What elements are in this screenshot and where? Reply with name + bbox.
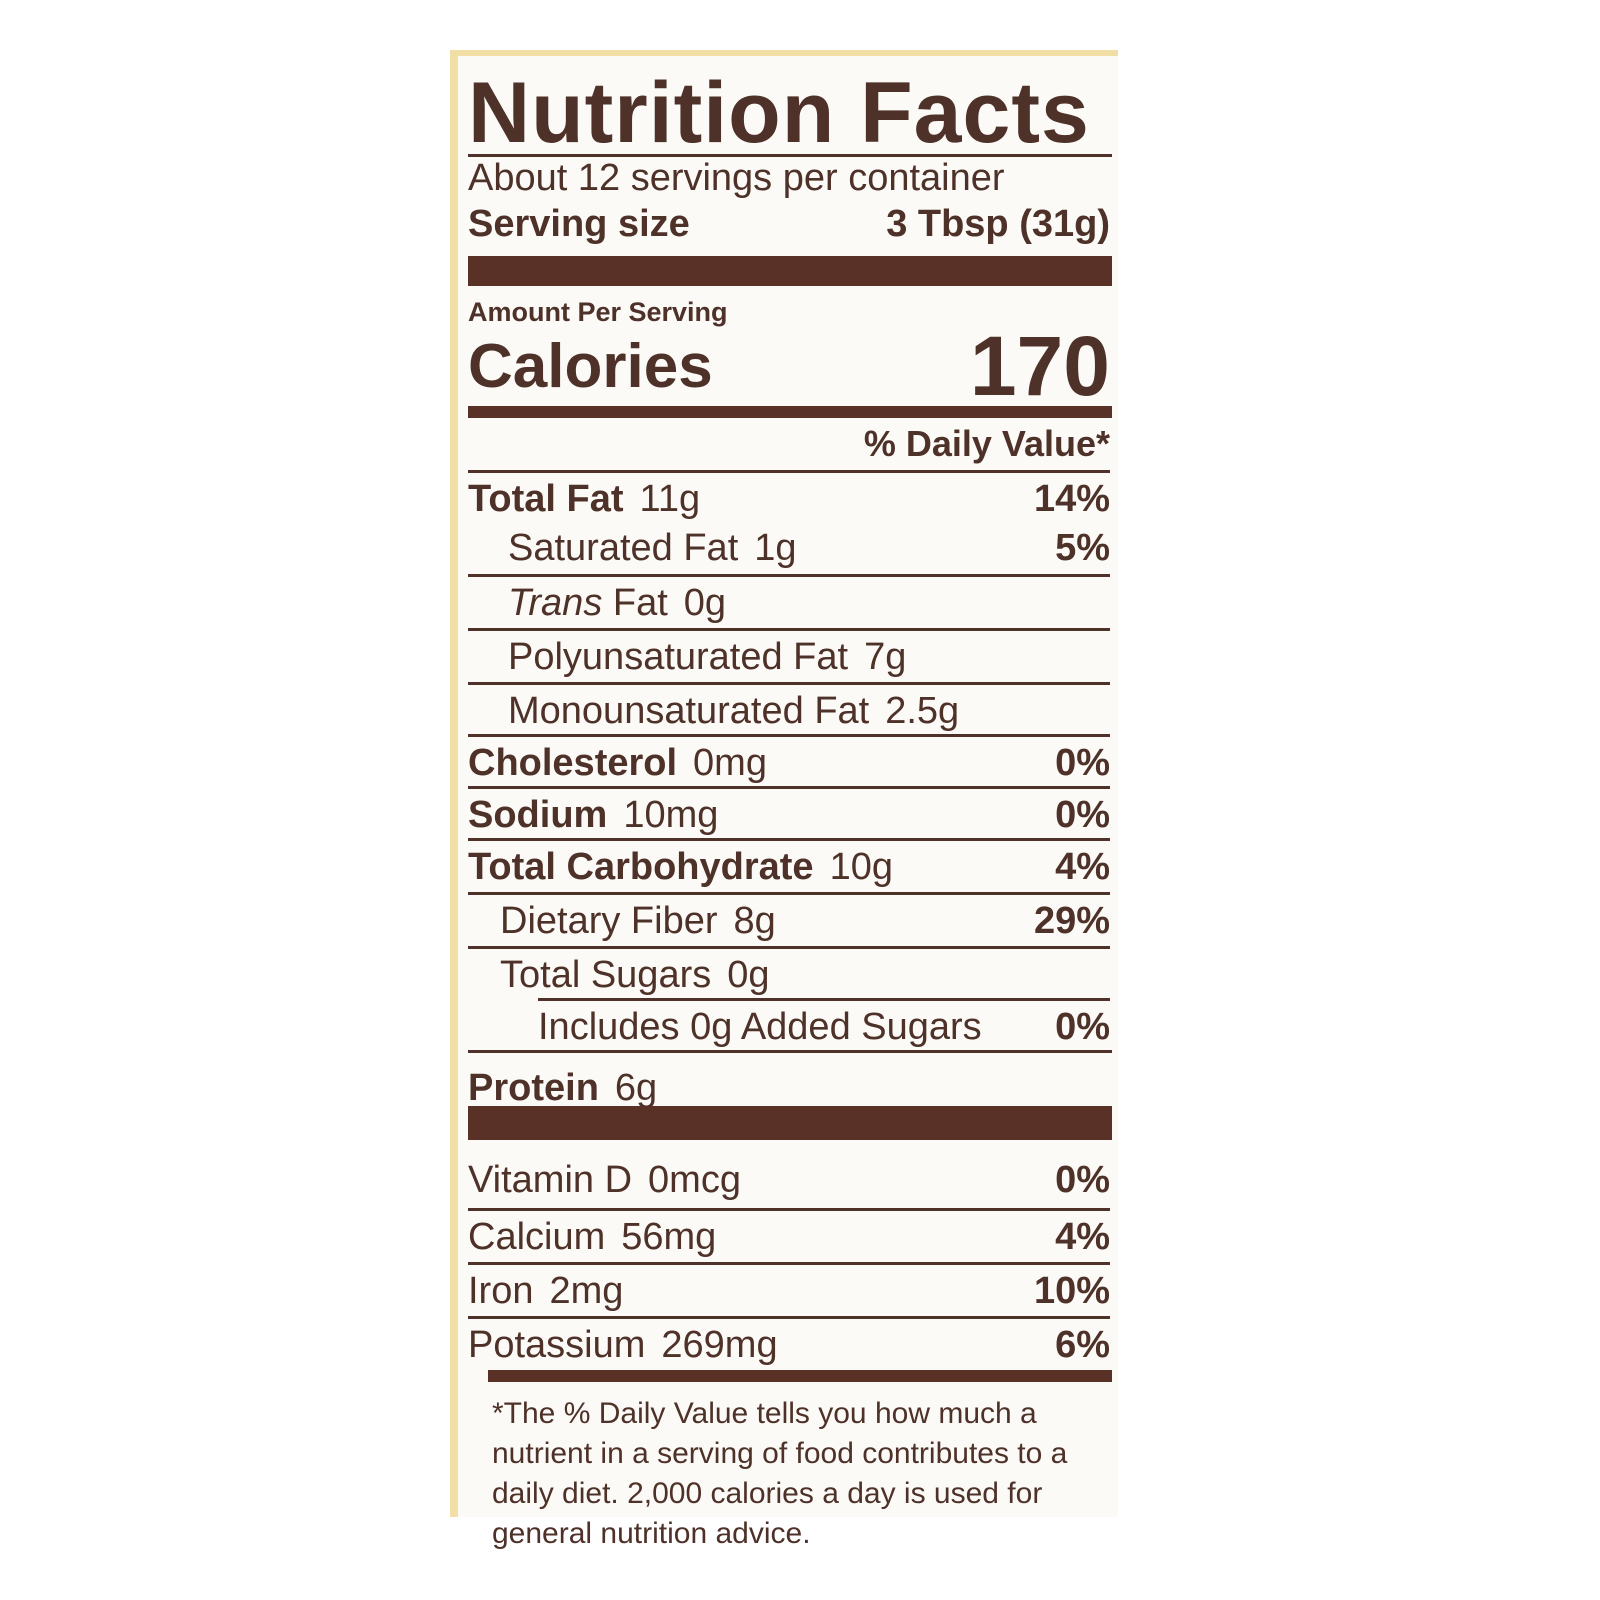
medium-divider (468, 406, 1112, 418)
nutrient-amount: 2.5g (885, 689, 960, 732)
nutrient-row: Dietary Fiber 8g 29% (468, 892, 1110, 947)
vitamin-name: Calcium (468, 1215, 606, 1258)
vitamin-row: Iron 2mg 10% (468, 1262, 1110, 1317)
nutrient-row: Sodium 10mg 0% (468, 786, 1110, 841)
serving-size-row: Serving size 3 Tbsp (31g) (468, 198, 1110, 250)
amount-per-serving: Amount Per Serving (468, 292, 1110, 332)
nutrient-name: Polyunsaturated Fat (508, 635, 849, 678)
vitamin-name: Potassium (468, 1323, 646, 1366)
medium-divider (488, 1370, 1112, 1382)
nutrient-name: Cholesterol (468, 741, 678, 784)
nutrient-row: Saturated Fat 1g 5% (468, 522, 1110, 574)
vitamin-dv: 0% (1055, 1158, 1110, 1201)
daily-value-header: % Daily Value* (468, 418, 1110, 470)
nutrient-amount: 10g (829, 845, 893, 888)
nutrient-amount: 6g (614, 1066, 658, 1109)
vitamin-amount: 0mcg (648, 1158, 741, 1201)
vitamin-amount: 2mg (549, 1269, 624, 1312)
nutrition-label-package: Nutrition Facts About 12 servings per co… (450, 50, 1118, 1550)
nutrient-amount: 7g (864, 635, 907, 678)
serving-size-label: Serving size (468, 202, 690, 245)
nutrient-name: Sodium (468, 793, 608, 836)
thick-divider (468, 1106, 1112, 1140)
thick-divider (468, 256, 1112, 286)
nutrient-amount: 0mg (693, 741, 767, 784)
vitamin-name: Vitamin D (468, 1158, 633, 1201)
nutrient-name: Monounsaturated Fat (508, 689, 870, 732)
nutrient-name: Trans (508, 581, 603, 624)
amount-per-serving-text: Amount Per Serving (468, 296, 728, 327)
vitamin-row: Vitamin D 0mcg 0% (468, 1154, 1110, 1206)
nutrition-facts-panel: Nutrition Facts About 12 servings per co… (458, 56, 1118, 1550)
nutrient-amount: 1g (754, 526, 797, 569)
nutrient-name: Total Carbohydrate (468, 845, 814, 888)
nutrient-row: Includes 0g Added Sugars 0% (538, 998, 1110, 1053)
nutrient-dv: 5% (1055, 526, 1110, 569)
nutrient-row: Total Fat 11g 14% (468, 470, 1110, 525)
nutrient-name: Total Fat (468, 477, 624, 520)
daily-value-text: % Daily Value* (863, 423, 1110, 464)
nutrient-name: Protein (468, 1066, 599, 1109)
nutrient-dv: 4% (1055, 845, 1110, 888)
label-title: Nutrition Facts (468, 65, 1090, 161)
nutrient-dv: 29% (1033, 899, 1110, 942)
vitamin-dv: 4% (1055, 1215, 1110, 1258)
vitamin-name: Iron (468, 1269, 534, 1312)
vitamin-dv: 10% (1033, 1269, 1110, 1312)
nutrient-row: Cholesterol 0mg 0% (468, 734, 1110, 789)
nutrient-amount: 10mg (623, 793, 719, 836)
nutrient-row: Polyunsaturated Fat 7g (468, 628, 1110, 683)
calories-row: Calories 170 (468, 319, 1110, 413)
servings-per-container: About 12 servings per container (468, 152, 1110, 204)
nutrient-name: Dietary Fiber (500, 899, 718, 942)
nutrient-amount: 0g (727, 953, 770, 996)
nutrient-dv: 0% (1055, 793, 1110, 836)
calories-value: 170 (969, 318, 1110, 413)
vitamin-dv: 6% (1055, 1323, 1110, 1366)
footnote: *The % Daily Value tells you how much a … (492, 1397, 1068, 1550)
vitamin-row: Potassium 269mg 6% (468, 1316, 1110, 1371)
nutrient-dv: 0% (1055, 1005, 1110, 1048)
nutrient-dv: 0% (1055, 741, 1110, 784)
nutrient-amount: 0g (683, 581, 727, 624)
nutrient-name-suffix: Fat (612, 581, 668, 624)
calories-label: Calories (468, 331, 713, 401)
nutrient-amount: 8g (733, 899, 776, 942)
nutrient-row: Trans Fat 0g (468, 574, 1110, 629)
divider (468, 154, 1112, 157)
nutrient-row: Total Sugars 0g (468, 946, 1110, 1001)
nutrient-row: Total Carbohydrate 10g 4% (468, 838, 1110, 893)
vitamin-amount: 56mg (621, 1215, 717, 1258)
servings-text: About 12 servings per container (468, 156, 1005, 199)
nutrient-name: Total Sugars (500, 953, 712, 996)
nutrient-row: Protein 6g (468, 1060, 1110, 1116)
nutrient-name: Saturated Fat (508, 526, 739, 569)
nutrient-amount: 11g (639, 477, 701, 520)
nutrient-row: Monounsaturated Fat 2.5g (468, 682, 1110, 737)
nutrient-name: Includes 0g Added Sugars (538, 1005, 982, 1048)
divider (468, 1050, 1112, 1053)
nutrient-dv: 14% (1033, 477, 1110, 520)
serving-size-value: 3 Tbsp (31g) (886, 202, 1110, 245)
vitamin-amount: 269mg (661, 1323, 778, 1366)
vitamin-row: Calcium 56mg 4% (468, 1208, 1110, 1263)
